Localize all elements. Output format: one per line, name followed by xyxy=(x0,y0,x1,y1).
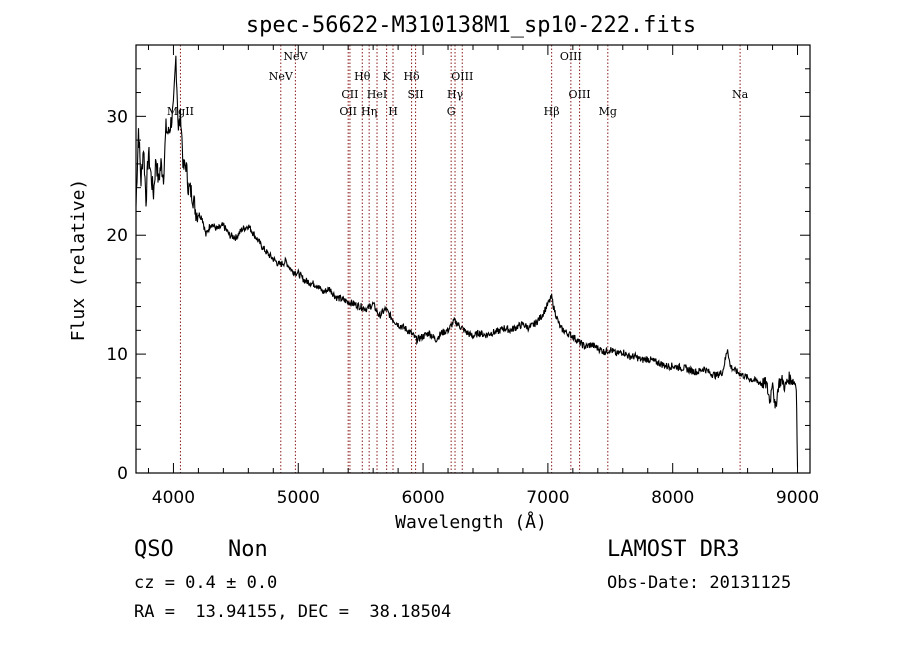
line-label-mg: Mg xyxy=(599,105,617,118)
line-label-hei: HeI xyxy=(367,88,387,101)
line-label-h: H xyxy=(388,105,398,118)
object-class: QSO xyxy=(134,537,174,562)
line-label-hη: Hη xyxy=(361,105,377,118)
line-label-hδ: Hδ xyxy=(403,70,420,83)
y-tick-label: 10 xyxy=(106,345,128,365)
line-label-g: G xyxy=(447,105,456,118)
line-label-oiii: OIII xyxy=(560,50,582,63)
observation-date: Obs-Date: 20131125 xyxy=(607,573,792,593)
emission-line-markers xyxy=(179,45,741,473)
redshift-cz: cz = 0.4 ± 0.0 xyxy=(134,573,278,593)
y-tick-label: 30 xyxy=(106,107,128,127)
object-subclass: Non xyxy=(228,537,268,562)
x-tick-label: 7000 xyxy=(526,488,569,508)
ra-dec-coordinates: RA = 13.94155, DEC = 38.18504 xyxy=(134,602,452,622)
y-axis-label: Flux (relative) xyxy=(68,179,89,342)
line-label-hγ: Hγ xyxy=(447,88,464,101)
survey-name: LAMOST DR3 xyxy=(607,537,740,562)
line-label-sii: SII xyxy=(407,88,423,101)
line-label-hβ: Hβ xyxy=(544,105,560,118)
plot-frame xyxy=(135,44,811,474)
line-label-nev: NeV xyxy=(269,70,294,83)
x-axis-label: Wavelength (Å) xyxy=(395,511,547,533)
line-label-oiii: OIII xyxy=(451,70,473,83)
line-label-cii: CII xyxy=(341,88,358,101)
line-label-na: Na xyxy=(732,88,749,101)
line-label-k: K xyxy=(383,70,392,83)
spectrum-line xyxy=(135,55,799,468)
y-tick-label: 20 xyxy=(106,226,128,246)
chart-title: spec-56622-M310138M1_sp10-222.fits xyxy=(246,13,696,38)
line-label-hθ: Hθ xyxy=(354,70,371,83)
x-axis-ticks: 4000 5000 6000 7000 8000 9000 xyxy=(147,45,819,508)
emission-line-labels: MgIINeVNeVOIICIIHθHηHeIKHHδSIIGHγOIIIHβO… xyxy=(167,50,749,118)
x-tick-label: 9000 xyxy=(776,488,819,508)
line-label-oiii: OIII xyxy=(569,88,591,101)
line-label-nev: NeV xyxy=(283,50,308,63)
x-tick-label: 8000 xyxy=(651,488,694,508)
y-axis-ticks: 0 10 20 30 xyxy=(106,68,810,484)
y-tick-label: 0 xyxy=(117,464,128,484)
x-tick-label: 4000 xyxy=(152,488,195,508)
x-tick-label: 5000 xyxy=(277,488,320,508)
line-label-oii: OII xyxy=(339,105,357,118)
x-tick-label: 6000 xyxy=(401,488,444,508)
